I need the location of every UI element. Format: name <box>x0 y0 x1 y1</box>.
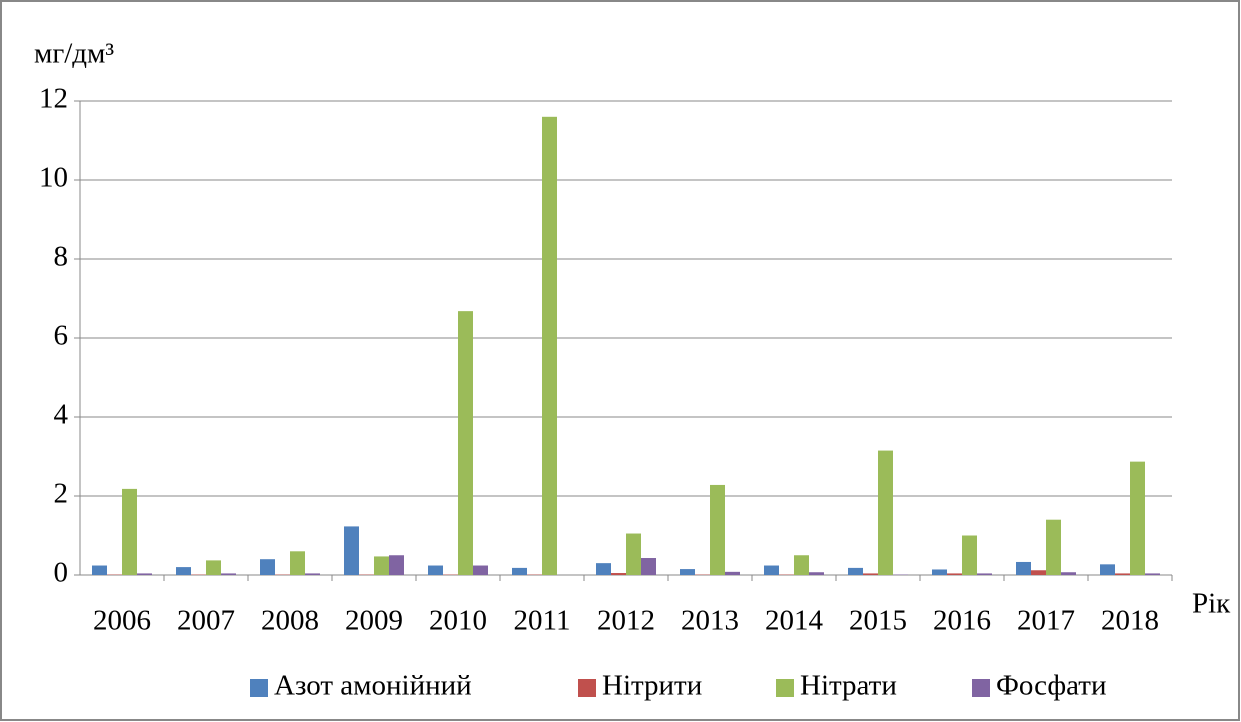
x-tick-label: 2018 <box>1101 605 1159 637</box>
bar <box>794 555 809 575</box>
bar <box>176 567 191 575</box>
bar <box>1130 461 1145 575</box>
bar <box>512 567 527 575</box>
bar <box>596 563 611 575</box>
bar <box>641 558 656 575</box>
bar <box>137 573 152 575</box>
y-tick-label: 8 <box>54 241 69 273</box>
x-tick-label: 2007 <box>177 605 235 637</box>
bar <box>389 555 404 575</box>
bar <box>374 556 389 575</box>
bar <box>680 569 695 575</box>
bar <box>206 560 221 575</box>
bar <box>863 573 878 575</box>
bar <box>1046 519 1061 575</box>
bar <box>611 573 626 575</box>
bar <box>290 551 305 575</box>
bar <box>947 573 962 575</box>
bar <box>764 565 779 575</box>
y-tick-label: 2 <box>54 478 69 510</box>
legend-label: Фосфати <box>996 670 1106 702</box>
legend-swatch <box>250 679 268 697</box>
x-tick-label: 2013 <box>681 605 739 637</box>
x-axis-label: Рік <box>1192 588 1231 620</box>
bar <box>1115 573 1130 575</box>
x-tick-label: 2017 <box>1017 605 1075 637</box>
x-tick-label: 2009 <box>345 605 403 637</box>
x-tick-label: 2012 <box>597 605 655 637</box>
bar <box>542 116 557 576</box>
y-tick-label: 12 <box>39 83 68 115</box>
bar <box>626 533 641 575</box>
x-tick-label: 2016 <box>933 605 991 637</box>
x-tick-label: 2011 <box>514 605 571 637</box>
bar <box>305 573 320 575</box>
bar <box>932 569 947 575</box>
bar <box>1145 573 1160 575</box>
bar <box>1016 561 1031 575</box>
legend-label: Нітрити <box>602 670 702 702</box>
bar <box>122 488 137 575</box>
bar <box>848 567 863 575</box>
bar <box>428 565 443 575</box>
y-tick-label: 4 <box>54 399 69 431</box>
bar <box>344 526 359 575</box>
x-tick-label: 2010 <box>429 605 487 637</box>
bar <box>725 571 740 575</box>
y-axis-label: мг/дм³ <box>34 38 114 70</box>
legend-swatch <box>578 679 596 697</box>
y-tick-label: 0 <box>54 557 69 589</box>
bar <box>710 484 725 575</box>
bar <box>1061 572 1076 575</box>
bar <box>92 565 107 575</box>
y-tick-label: 10 <box>39 162 68 194</box>
x-tick-label: 2014 <box>765 605 824 637</box>
bar <box>977 573 992 575</box>
bar <box>878 450 893 575</box>
x-tick-label: 2015 <box>849 605 907 637</box>
bar <box>221 573 236 575</box>
bar <box>809 572 824 575</box>
bar <box>962 535 977 575</box>
x-tick-label: 2006 <box>93 605 151 637</box>
x-tick-label: 2008 <box>261 605 319 637</box>
bar <box>260 559 275 575</box>
legend-swatch <box>776 679 794 697</box>
bar <box>1100 564 1115 575</box>
legend-label: Нітрати <box>800 670 897 702</box>
legend-swatch <box>972 679 990 697</box>
y-tick-label: 6 <box>54 320 69 352</box>
bar <box>1031 570 1046 575</box>
bar <box>458 311 473 575</box>
legend-label: Азот амонійний <box>274 670 472 702</box>
bar <box>473 565 488 575</box>
